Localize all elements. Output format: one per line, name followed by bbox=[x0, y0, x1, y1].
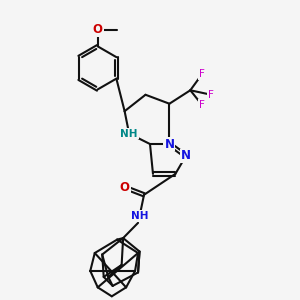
Text: O: O bbox=[120, 181, 130, 194]
Text: N: N bbox=[181, 149, 191, 163]
Text: O: O bbox=[93, 23, 103, 37]
Text: F: F bbox=[199, 69, 205, 79]
Text: NH: NH bbox=[120, 129, 138, 139]
Text: F: F bbox=[208, 90, 214, 100]
Text: NH: NH bbox=[131, 211, 148, 221]
Text: F: F bbox=[199, 100, 205, 110]
Text: N: N bbox=[164, 137, 174, 151]
